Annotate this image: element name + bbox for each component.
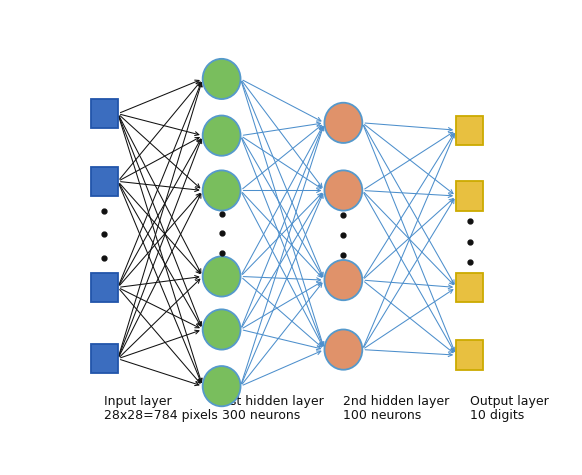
- FancyBboxPatch shape: [91, 99, 118, 128]
- Ellipse shape: [203, 366, 240, 406]
- FancyBboxPatch shape: [456, 273, 483, 302]
- Text: 28x28=784 pixels: 28x28=784 pixels: [104, 409, 218, 422]
- FancyBboxPatch shape: [91, 167, 118, 196]
- Ellipse shape: [203, 115, 240, 156]
- Text: Output layer: Output layer: [470, 395, 548, 408]
- FancyBboxPatch shape: [456, 181, 483, 210]
- Ellipse shape: [324, 260, 363, 300]
- Ellipse shape: [324, 171, 363, 210]
- Text: 100 neurons: 100 neurons: [343, 409, 421, 422]
- Text: 2nd hidden layer: 2nd hidden layer: [343, 395, 450, 408]
- Ellipse shape: [324, 330, 363, 370]
- Ellipse shape: [203, 256, 240, 296]
- FancyBboxPatch shape: [91, 273, 118, 302]
- FancyBboxPatch shape: [456, 341, 483, 370]
- Ellipse shape: [324, 103, 363, 143]
- Ellipse shape: [203, 309, 240, 350]
- Text: 300 neurons: 300 neurons: [222, 409, 300, 422]
- Text: 1st hidden layer: 1st hidden layer: [222, 395, 324, 408]
- Text: Input layer: Input layer: [104, 395, 172, 408]
- FancyBboxPatch shape: [456, 115, 483, 145]
- Ellipse shape: [203, 59, 240, 99]
- Text: 10 digits: 10 digits: [470, 409, 524, 422]
- FancyBboxPatch shape: [91, 344, 118, 373]
- Ellipse shape: [203, 171, 240, 210]
